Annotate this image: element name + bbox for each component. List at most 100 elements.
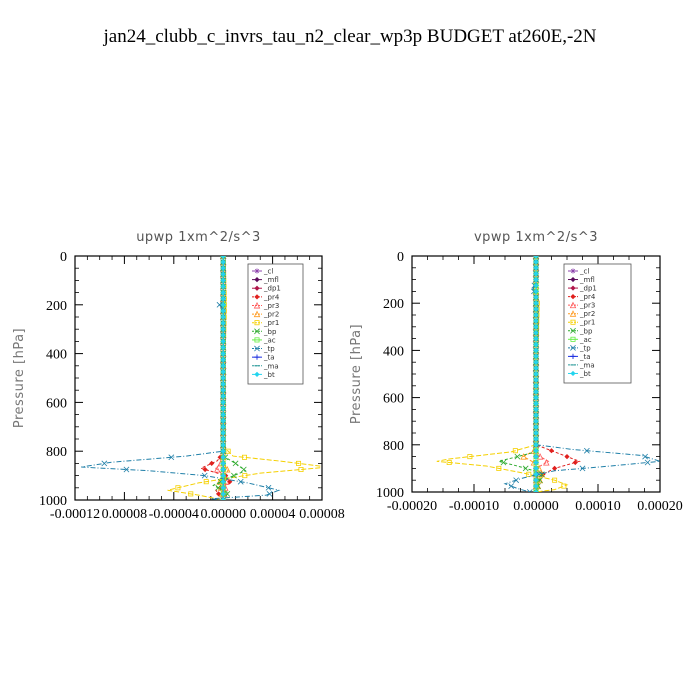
panel1-series-point-tp (583, 447, 590, 454)
panel0-series-point-pr1 (242, 454, 248, 460)
panel0-series-point-bp (240, 466, 247, 473)
panel0-series-point-bt (220, 412, 226, 418)
panel1-series-point-bt (533, 282, 539, 289)
panel0-series-point-bp (215, 484, 222, 491)
panel0-series-point-bp (232, 460, 239, 467)
panel0-series-point-bt (220, 296, 226, 302)
panel0-x-tick-label: 0.00008 (299, 507, 345, 522)
panel0-series-point-bt (220, 442, 226, 448)
panel1-y-tick-label: 200 (383, 297, 404, 312)
panel1-series-point-bt (533, 353, 539, 359)
panel0-legend-label-pr1: _pr1 (263, 319, 279, 327)
panel0-series-point-tp (220, 256, 227, 259)
panel0-series-point-tp (201, 472, 208, 479)
panel0-legend-label-bp: _bp (263, 328, 277, 336)
panel0-series-point-bt (220, 326, 226, 332)
panel0-series-point-bt (220, 369, 226, 375)
panel0-legend-label-pr2: _pr2 (263, 311, 279, 319)
panel1-series-point-bt (533, 324, 539, 330)
panel0-series-point-bt (220, 351, 226, 357)
panel1-legend-label-ac: _ac (579, 336, 592, 344)
panel0-legend-marker-ac (254, 337, 260, 343)
panel1-series-point-bt (533, 465, 539, 471)
panel1-legend-label-bp: _bp (579, 327, 593, 335)
panel1-series-point-bt (533, 277, 539, 283)
panel1-x-tick-label: 0.00010 (575, 499, 621, 514)
panel1-title: vpwp 1xm^2/s^3 (474, 230, 598, 245)
panel0-series-point-bp (231, 472, 237, 479)
panel0-series-point-bt (220, 424, 226, 430)
panel1-series-point-bt (533, 477, 539, 483)
panel1-legend-marker-mfl (570, 276, 576, 283)
figure-title: jan24_clubb_c_invrs_tau_n2_clear_wp3p BU… (102, 26, 596, 47)
panel1-series-point-bt (533, 341, 539, 348)
panel1-legend-label-dp1: _dp1 (579, 285, 597, 293)
panel0-series-point-bt (220, 283, 226, 290)
panel0-y-tick-label: 0 (60, 250, 67, 265)
panel0-series-point-bt (220, 259, 226, 265)
panel0-series-point-bt (220, 338, 226, 344)
panel1-legend-marker-pr4 (570, 294, 576, 300)
panel0-series-point-tp (168, 454, 175, 461)
panel1-series-point-pr1 (552, 477, 558, 483)
panel0-legend-marker-pr4 (254, 294, 260, 300)
panel0-series-point-pr1 (298, 466, 304, 472)
panel0-series-point-bt (220, 256, 226, 259)
panel0-series-point-pr4 (209, 460, 215, 466)
panel1-x-tick-label: -0.00010 (449, 499, 499, 514)
panel0-series-point-tp (266, 491, 273, 497)
panel0-series-point-bt (220, 485, 226, 491)
panel0-legend-marker-dp1 (254, 285, 260, 291)
panel1-series-point-bt (533, 389, 539, 395)
panel-vpwp: vpwp 1xm^2/s^3 Pressure [hPa] 0 200 400 600 80… (349, 230, 683, 514)
panel0-title: upwp 1xm^2/s^3 (136, 230, 261, 245)
panel1-series-point-tp (533, 256, 539, 259)
panel1-series-point-pr1 (561, 483, 567, 489)
panel1-series-point-pr1 (512, 448, 518, 454)
panel0-series-line-pr1 (167, 256, 322, 500)
panel1-series-point-tp (644, 459, 651, 466)
panel1-series-point-bt (533, 489, 539, 492)
panel0-series-point-pr1 (225, 448, 231, 454)
panel0-series-point-bt (220, 375, 226, 381)
panel0-series-point-bt (220, 460, 226, 466)
panel0-series-group (81, 256, 322, 500)
panel0-legend-marker-pr2 (253, 310, 261, 318)
panel0-series-point-bt (220, 302, 226, 308)
panel1-series-point-bt (533, 448, 539, 454)
panel0-legend-label-tp: _tp (263, 345, 275, 353)
panel0-legend-marker-bp (254, 328, 260, 335)
panel0-legend-label-dp1: _dp1 (263, 285, 281, 293)
panel0-series-point-bt (220, 473, 226, 479)
panel1-series-point-bt (533, 418, 539, 424)
panel1-series-point-bt (533, 400, 539, 407)
panel1-series-point-bt (533, 459, 539, 466)
panel1-series-point-bt (533, 330, 539, 336)
panel1-legend-label-ma: _ma (579, 361, 595, 369)
panel0-legend-label-pr4: _pr4 (263, 293, 280, 301)
panel1-series-point-bt (533, 424, 539, 430)
panel1-legend-label-bt: _bt (579, 370, 591, 378)
panel1-legend-marker-ac (570, 336, 576, 342)
panel1-series-point-bt (533, 336, 539, 342)
panel1-legend-label-tp: _tp (579, 344, 591, 352)
panel1-series-point-bt (533, 318, 539, 324)
panel1-series-point-bt (533, 471, 539, 477)
panel0-series-point-tp (123, 466, 130, 473)
panel1-series-point-bt (533, 406, 539, 412)
panel1-series-point-bt (533, 256, 539, 259)
panel1-series-point-bt (533, 442, 539, 448)
panel1-y-tick-label: 800 (383, 439, 404, 454)
panel0-series-point-pr4 (215, 491, 222, 497)
panel0-series-point-pr1 (175, 485, 181, 491)
panel1-series-point-bt (533, 294, 539, 300)
panel0-legend-box (247, 263, 304, 385)
panel0-legend-marker-bt (254, 371, 260, 377)
panel1-legend-marker-pr2 (569, 310, 577, 317)
panel0-series-point-bt (220, 332, 226, 338)
panel0-series-point-tp (265, 484, 272, 491)
panel0-legend-label-ac: _ac (263, 336, 276, 344)
panel1-series-point-pr4 (564, 454, 570, 460)
panel0-legend-marker-pr3 (253, 301, 261, 309)
